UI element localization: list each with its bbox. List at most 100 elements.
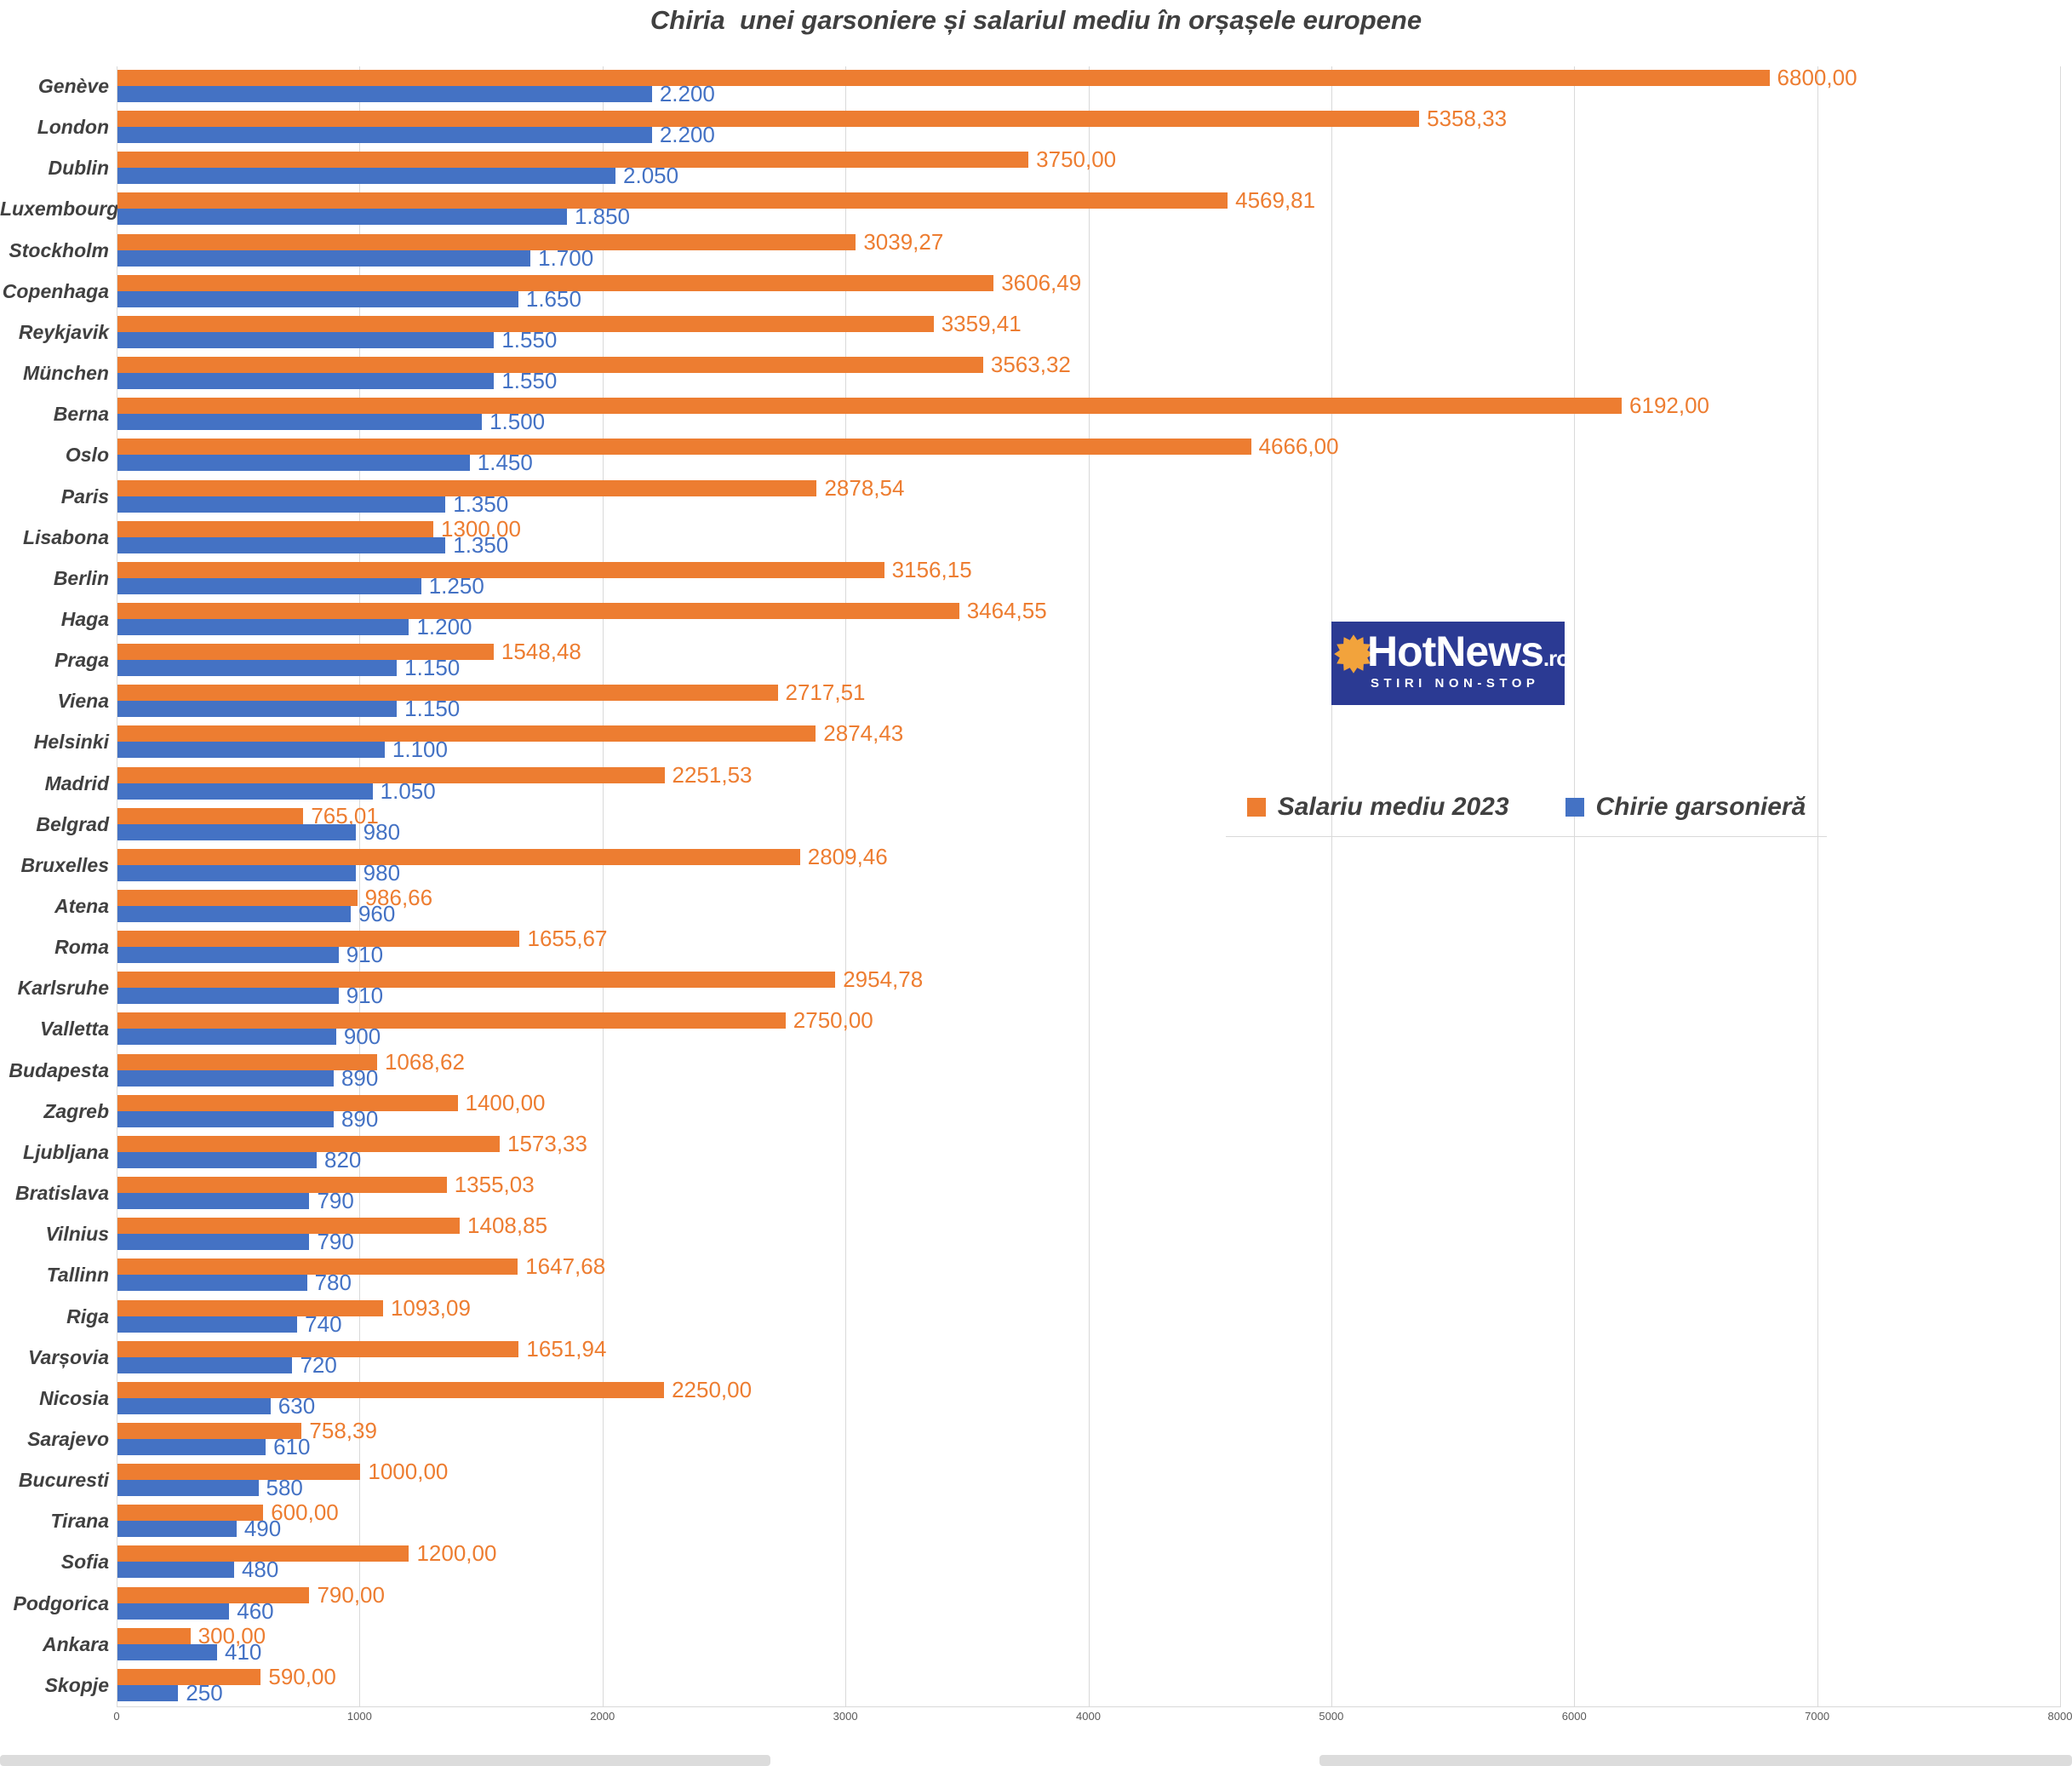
category-label: Madrid xyxy=(44,771,109,794)
rent-value-label: 960 xyxy=(358,901,396,926)
hotnews-logo: HotNews.ro STIRI NON-STOP xyxy=(1331,622,1570,705)
salary-value-label: 3464,55 xyxy=(966,597,1047,623)
category-label: Lisabona xyxy=(23,525,109,548)
rent-value-label: 460 xyxy=(237,1597,274,1624)
rent-bar xyxy=(117,168,616,185)
rent-value-label: 2.200 xyxy=(659,122,715,148)
salary-bar xyxy=(117,439,1251,456)
category-label: Tallinn xyxy=(46,1264,109,1287)
salary-bar xyxy=(117,1464,361,1481)
rent-bar xyxy=(117,1069,334,1087)
gridline xyxy=(845,66,847,1707)
rent-bar xyxy=(117,947,339,964)
x-axis-tick: 3000 xyxy=(833,1710,858,1723)
category-label: Genève xyxy=(37,75,109,97)
rent-value-label: 630 xyxy=(278,1392,316,1419)
salary-bar xyxy=(117,1218,461,1235)
category-label: Atena xyxy=(54,895,109,917)
salary-value-label: 3750,00 xyxy=(1036,146,1117,173)
legend-item-rent: Chirie garsonieră xyxy=(1565,793,1806,822)
salary-value-label: 6192,00 xyxy=(1629,393,1710,419)
salary-value-label: 758,39 xyxy=(309,1417,377,1443)
salary-value-label: 1200,00 xyxy=(416,1540,497,1567)
rent-bar xyxy=(117,1643,217,1660)
salary-bar xyxy=(117,602,959,619)
rent-value-label: 1.450 xyxy=(477,450,533,476)
rent-value-label: 580 xyxy=(266,1475,303,1501)
gridline xyxy=(2060,66,2061,1707)
category-label: Vilnius xyxy=(45,1223,109,1246)
rent-bar xyxy=(117,536,446,553)
salary-bar xyxy=(117,644,494,661)
rent-value-label: 980 xyxy=(363,818,401,845)
salary-bar xyxy=(117,1135,500,1152)
rent-value-label: 1.650 xyxy=(525,285,581,312)
rent-bar xyxy=(117,496,446,513)
category-label: Zagreb xyxy=(43,1099,109,1122)
salary-value-label: 1573,33 xyxy=(507,1130,587,1156)
rent-value-label: 890 xyxy=(341,1064,379,1091)
rent-bar xyxy=(117,209,567,226)
salary-bar xyxy=(117,1177,447,1194)
rent-bar xyxy=(117,1275,307,1292)
salary-bar xyxy=(117,1505,264,1522)
category-label: Nicosia xyxy=(39,1386,109,1409)
legend-label-rent: Chirie garsonieră xyxy=(1595,793,1806,821)
category-label: Ljubljana xyxy=(23,1140,109,1163)
salary-bar xyxy=(117,1545,409,1562)
rent-value-label: 410 xyxy=(225,1638,262,1665)
rent-bar xyxy=(117,1110,334,1127)
rent-value-label: 1.550 xyxy=(501,368,558,394)
rent-bar xyxy=(117,1234,310,1251)
rent-bar xyxy=(117,864,356,881)
rent-value-label: 490 xyxy=(243,1516,282,1542)
category-label: Bruxelles xyxy=(20,853,109,876)
legend-label-salary: Salariu mediu 2023 xyxy=(1277,793,1509,821)
rent-value-label: 2.200 xyxy=(659,81,715,106)
category-label: München xyxy=(23,362,109,385)
rent-bar xyxy=(117,1603,230,1620)
salary-bar xyxy=(117,1053,377,1070)
category-label: Karlsruhe xyxy=(17,977,109,1000)
rent-value-label: 610 xyxy=(273,1433,311,1459)
salary-bar xyxy=(117,931,520,948)
category-label: Budapesta xyxy=(9,1058,109,1081)
gridline xyxy=(1088,66,1090,1707)
salary-value-label: 1651,94 xyxy=(526,1335,607,1362)
bottom-gray-strip-right xyxy=(1319,1755,2072,1766)
salary-value-label: 2954,78 xyxy=(843,966,924,993)
x-axis-tick: 4000 xyxy=(1076,1710,1101,1723)
salary-value-label: 300,00 xyxy=(197,1622,266,1648)
category-label: Varșovia xyxy=(27,1345,109,1368)
rent-value-label: 910 xyxy=(346,983,384,1009)
category-label: Sofia xyxy=(60,1551,109,1574)
rent-value-label: 790 xyxy=(317,1188,354,1214)
salary-swatch-icon xyxy=(1246,798,1266,817)
rent-value-label: 2.050 xyxy=(623,163,679,189)
rent-value-label: 910 xyxy=(346,942,384,968)
rent-bar xyxy=(117,906,351,922)
rent-bar xyxy=(117,1397,271,1414)
salary-value-label: 2878,54 xyxy=(824,474,905,501)
rent-value-label: 1.350 xyxy=(453,490,509,517)
category-label: Sarajevo xyxy=(27,1427,109,1450)
rent-bar xyxy=(117,1521,237,1538)
rent-bar xyxy=(117,701,398,718)
salary-bar xyxy=(117,398,1623,415)
gridline xyxy=(1574,66,1576,1707)
x-axis-tick: 1000 xyxy=(346,1710,372,1723)
rent-bar xyxy=(117,1684,179,1701)
salary-value-label: 1093,09 xyxy=(390,1294,471,1321)
salary-value-label: 5358,33 xyxy=(1427,106,1508,132)
category-label: Valletta xyxy=(40,1018,109,1041)
salary-bar xyxy=(117,111,1420,128)
legend-item-salary: Salariu mediu 2023 xyxy=(1246,793,1509,822)
rent-value-label: 780 xyxy=(314,1270,352,1296)
salary-bar xyxy=(117,1586,310,1603)
category-label: Belgrad xyxy=(36,812,109,835)
x-axis-tick: 0 xyxy=(113,1710,120,1723)
category-label: Oslo xyxy=(65,444,109,467)
salary-bar xyxy=(117,1259,518,1276)
rent-bar xyxy=(117,660,398,677)
